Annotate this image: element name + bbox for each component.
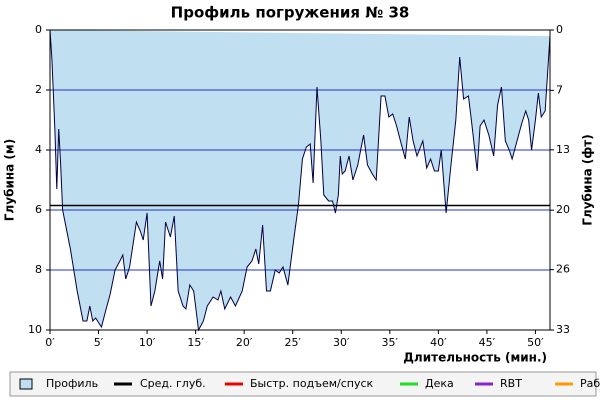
x-axis-label: Длительность (мин.): [403, 351, 547, 365]
legend-label: Сред. глуб.: [140, 377, 206, 390]
y2-tick-label: 13: [556, 143, 570, 156]
legend-swatch: [19, 378, 33, 390]
x-tick-label: 10′: [139, 336, 156, 349]
x-tick-label: 0′: [45, 336, 55, 349]
x-tick-label: 15′: [187, 336, 204, 349]
x-tick-label: 35′: [382, 336, 399, 349]
x-tick-label: 50′: [527, 336, 544, 349]
chart-title: Профиль погружения № 38: [171, 4, 410, 22]
x-tick-label: 25′: [284, 336, 301, 349]
legend-label: Быстр. подъем/спуск: [250, 377, 374, 390]
y-tick-label: 8: [35, 263, 42, 276]
legend-label: Раб.: [580, 377, 600, 390]
y-tick-label: 10: [28, 323, 42, 336]
y-axis-label: Глубина (м): [3, 139, 17, 221]
y-tick-label: 4: [35, 143, 42, 156]
y2-tick-label: 7: [556, 83, 563, 96]
x-tick-label: 30′: [333, 336, 350, 349]
profile-line: [49, 29, 551, 332]
legend-label: RBT: [500, 377, 522, 390]
y2-tick-label: 33: [556, 323, 570, 336]
plot-border: [49, 29, 551, 331]
x-tick-label: 45′: [479, 336, 496, 349]
y-tick-label: 0: [35, 23, 42, 36]
y-tick-label: 6: [35, 203, 42, 216]
x-tick-label: 20′: [236, 336, 253, 349]
y-tick-label: 2: [35, 83, 42, 96]
legend-box: [9, 371, 597, 397]
y2-tick-label: 26: [556, 263, 570, 276]
area: [50, 30, 550, 330]
y2-axis-label: Глубина (фт): [581, 134, 595, 225]
y2-tick-label: 20: [556, 203, 570, 216]
legend-label: Профиль: [46, 377, 98, 390]
y2-tick-label: 0: [556, 23, 563, 36]
x-tick-label: 5′: [94, 336, 104, 349]
x-tick-label: 40′: [430, 336, 447, 349]
legend-label: Дека: [425, 377, 454, 390]
